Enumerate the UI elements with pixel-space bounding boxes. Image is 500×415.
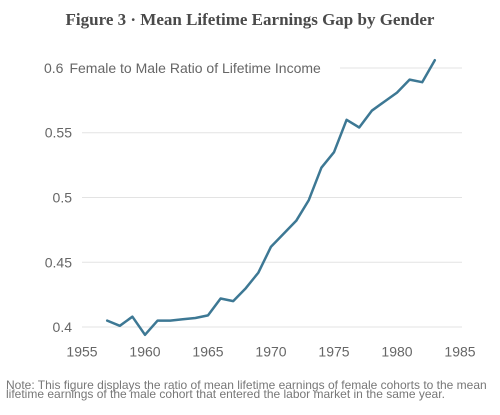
line-chart: 0.40.450.50.55 1955 1960 1965 1970 1975 1980 1…	[40, 57, 476, 360]
x-tick-label: 1955	[66, 343, 97, 359]
x-tick-label: 1985	[444, 343, 475, 359]
y-tick-label: 0.4	[53, 319, 73, 335]
y-axis-title-layer: 0.6 Female to Male Ratio of Lifetime Inco…	[40, 57, 340, 78]
x-tick-label: 1965	[192, 343, 223, 359]
figure-note: Note: This figure displays the ratio of …	[6, 378, 487, 401]
grid-lines	[82, 67, 462, 328]
x-tick-label: 1960	[129, 343, 160, 359]
x-tick-label: 1980	[381, 343, 412, 359]
figure-title: Figure 3 · Mean Lifetime Earnings Gap by…	[65, 10, 435, 29]
y-tick-label: 0.55	[45, 125, 72, 141]
series-layer	[105, 58, 437, 337]
series-line	[105, 58, 437, 337]
y-tick-label: 0.5	[53, 190, 73, 206]
y-axis-ticks: 0.4 0.45 0.5 0.55	[45, 125, 72, 335]
x-tick-label: 1975	[318, 343, 349, 359]
x-axis-ticks: 1955 1960 1965 1970 1975 1980 1985	[66, 343, 475, 359]
y-axis-title: 0.6 Female to Male Ratio of Lifetime Inco…	[44, 60, 321, 76]
y-axis-title-background	[40, 57, 340, 78]
y-tick-label: 0.45	[45, 254, 72, 270]
y-axis-label: Female to Male Ratio of Lifetime Income	[69, 60, 321, 76]
x-tick-label: 1970	[255, 343, 286, 359]
y-tick-label: 0.6	[44, 60, 64, 76]
